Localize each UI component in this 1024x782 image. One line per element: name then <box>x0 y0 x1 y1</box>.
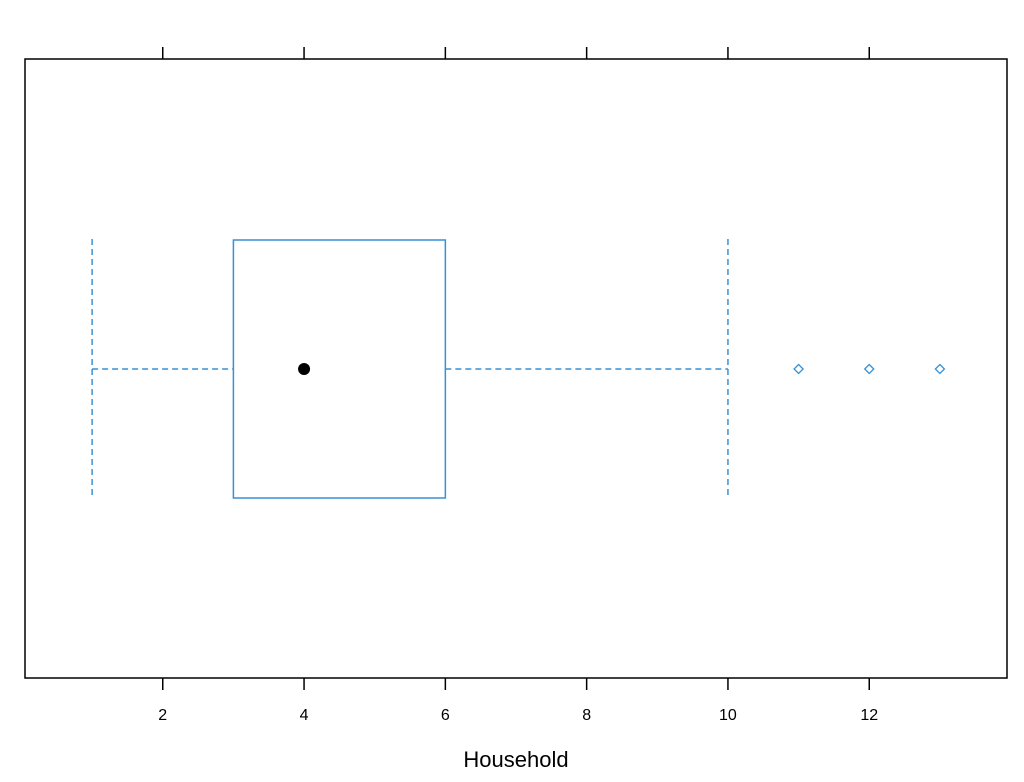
x-tick-label: 10 <box>719 707 737 724</box>
top-axis <box>162 47 870 59</box>
outlier-point <box>793 363 805 375</box>
boxplot <box>91 239 946 499</box>
x-tick-label: 2 <box>158 707 167 724</box>
median-dot <box>298 363 311 375</box>
bottom-axis: 2 4 6 8 10 12 <box>158 678 878 724</box>
outlier-point <box>863 363 875 375</box>
iqr-box <box>232 239 447 499</box>
x-tick-label: 4 <box>300 707 309 724</box>
outlier-point <box>934 363 946 375</box>
x-axis-title: Household <box>463 747 568 772</box>
x-tick-label: 6 <box>441 707 450 724</box>
plot-panel <box>24 58 1008 679</box>
x-tick-label: 8 <box>582 707 591 724</box>
x-tick-label: 12 <box>860 707 878 724</box>
